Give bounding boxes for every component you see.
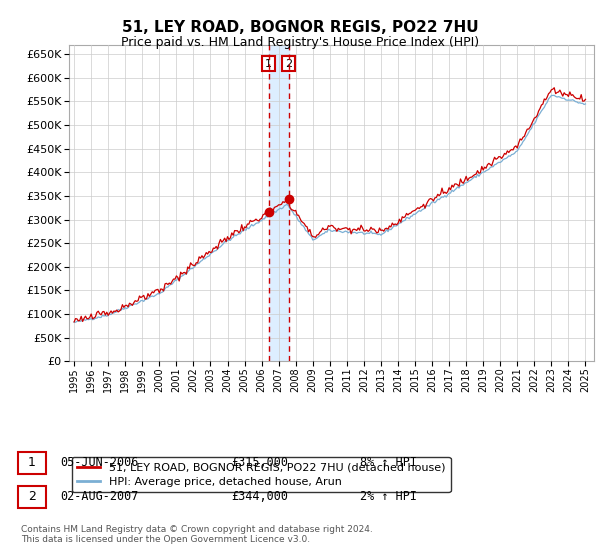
Text: 2% ↑ HPI: 2% ↑ HPI <box>360 489 417 503</box>
Text: £344,000: £344,000 <box>231 489 288 503</box>
Text: Price paid vs. HM Land Registry's House Price Index (HPI): Price paid vs. HM Land Registry's House … <box>121 36 479 49</box>
Text: 1: 1 <box>265 59 272 69</box>
Text: 1: 1 <box>28 456 36 469</box>
Text: 2: 2 <box>28 489 36 503</box>
Text: Contains HM Land Registry data © Crown copyright and database right 2024.
This d: Contains HM Land Registry data © Crown c… <box>21 525 373 544</box>
Text: 2: 2 <box>285 59 292 69</box>
Text: 51, LEY ROAD, BOGNOR REGIS, PO22 7HU: 51, LEY ROAD, BOGNOR REGIS, PO22 7HU <box>122 20 478 35</box>
Legend: 51, LEY ROAD, BOGNOR REGIS, PO22 7HU (detached house), HPI: Average price, detac: 51, LEY ROAD, BOGNOR REGIS, PO22 7HU (de… <box>72 457 451 492</box>
Text: £315,000: £315,000 <box>231 456 288 469</box>
Bar <box>269 45 289 361</box>
Text: 05-JUN-2006: 05-JUN-2006 <box>60 456 139 469</box>
Text: 02-AUG-2007: 02-AUG-2007 <box>60 489 139 503</box>
Text: 8% ↑ HPI: 8% ↑ HPI <box>360 456 417 469</box>
